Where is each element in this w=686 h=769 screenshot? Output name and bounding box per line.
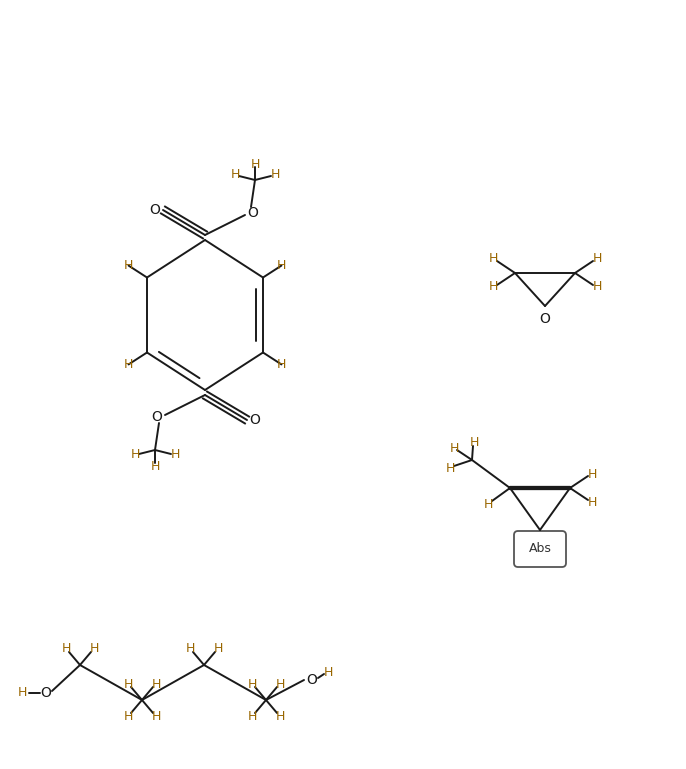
Text: H: H <box>213 643 223 655</box>
Text: Abs: Abs <box>528 542 552 555</box>
Text: O: O <box>150 203 161 217</box>
Text: H: H <box>124 358 133 371</box>
Text: H: H <box>469 435 479 448</box>
Text: H: H <box>587 495 597 508</box>
Text: H: H <box>123 710 132 723</box>
Text: H: H <box>587 468 597 481</box>
Text: O: O <box>307 673 318 687</box>
Text: H: H <box>61 643 71 655</box>
Text: O: O <box>248 206 259 220</box>
Text: H: H <box>150 460 160 472</box>
Text: O: O <box>250 413 261 427</box>
Text: H: H <box>275 677 285 691</box>
Text: H: H <box>276 259 286 272</box>
Text: H: H <box>488 281 497 294</box>
Text: H: H <box>89 643 99 655</box>
Text: H: H <box>185 643 195 655</box>
Text: H: H <box>323 665 333 678</box>
Text: H: H <box>276 358 286 371</box>
Text: H: H <box>248 677 257 691</box>
Text: H: H <box>152 710 161 723</box>
Text: H: H <box>449 441 459 454</box>
Text: H: H <box>592 281 602 294</box>
Text: H: H <box>445 461 455 474</box>
Text: H: H <box>230 168 239 181</box>
Text: H: H <box>123 677 132 691</box>
Text: H: H <box>592 252 602 265</box>
Text: H: H <box>275 710 285 723</box>
FancyBboxPatch shape <box>514 531 566 567</box>
Text: H: H <box>17 687 27 700</box>
Text: O: O <box>152 410 163 424</box>
Text: H: H <box>250 158 260 171</box>
Text: H: H <box>270 168 280 181</box>
Text: O: O <box>40 686 51 700</box>
Text: H: H <box>488 252 497 265</box>
Text: H: H <box>124 259 133 272</box>
Text: H: H <box>130 448 140 461</box>
Text: H: H <box>152 677 161 691</box>
Text: H: H <box>248 710 257 723</box>
Text: O: O <box>540 312 550 326</box>
Text: H: H <box>484 498 493 511</box>
Text: H: H <box>170 448 180 461</box>
